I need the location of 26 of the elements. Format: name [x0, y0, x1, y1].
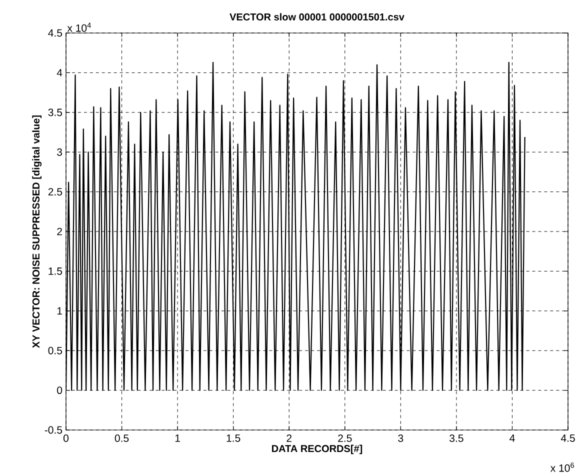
text: x 10$^{4}$: [67, 22, 91, 32]
x-axis-title: DATA RECORDS[#]: [272, 444, 362, 454]
x-tick-label: 2: [286, 434, 292, 442]
y-tick-label: 1.5: [48, 268, 62, 275]
x-tick-label: 0: [63, 434, 69, 442]
text: x 10$^{6}$: [550, 462, 574, 472]
x-tick-label: 1.5: [226, 434, 240, 442]
y-tick-label: 1: [57, 307, 62, 315]
x-tick-label: 2.5: [338, 434, 352, 442]
y-tick-label: 3: [57, 148, 62, 156]
y-axis-title: XY VECTOR: NOISE SUPPRESSED [digital value]: [32, 115, 42, 348]
y-tick-label: 4.5: [48, 29, 62, 37]
x-tick-label: 4.5: [560, 434, 575, 442]
y-tick-label: 2: [57, 228, 62, 236]
y-tick-label: -0.5: [44, 426, 62, 434]
x-tick-label: 3.5: [450, 434, 464, 442]
x-tick-label: 0.5: [114, 434, 129, 442]
x-tick-label: 4: [510, 434, 515, 442]
x-tick-label: 3: [398, 434, 404, 442]
y-tick-label: 0.5: [48, 346, 62, 354]
y-tick-label: 4: [56, 69, 62, 76]
chart-title: VECTOR slow 00001 0000001501.csv: [230, 13, 404, 20]
y-tick-label: 3.5: [48, 108, 62, 116]
y-tick-label: 2.5: [48, 188, 62, 196]
x-tick-label: 1: [175, 434, 180, 442]
y-tick-label: 0: [57, 386, 62, 394]
